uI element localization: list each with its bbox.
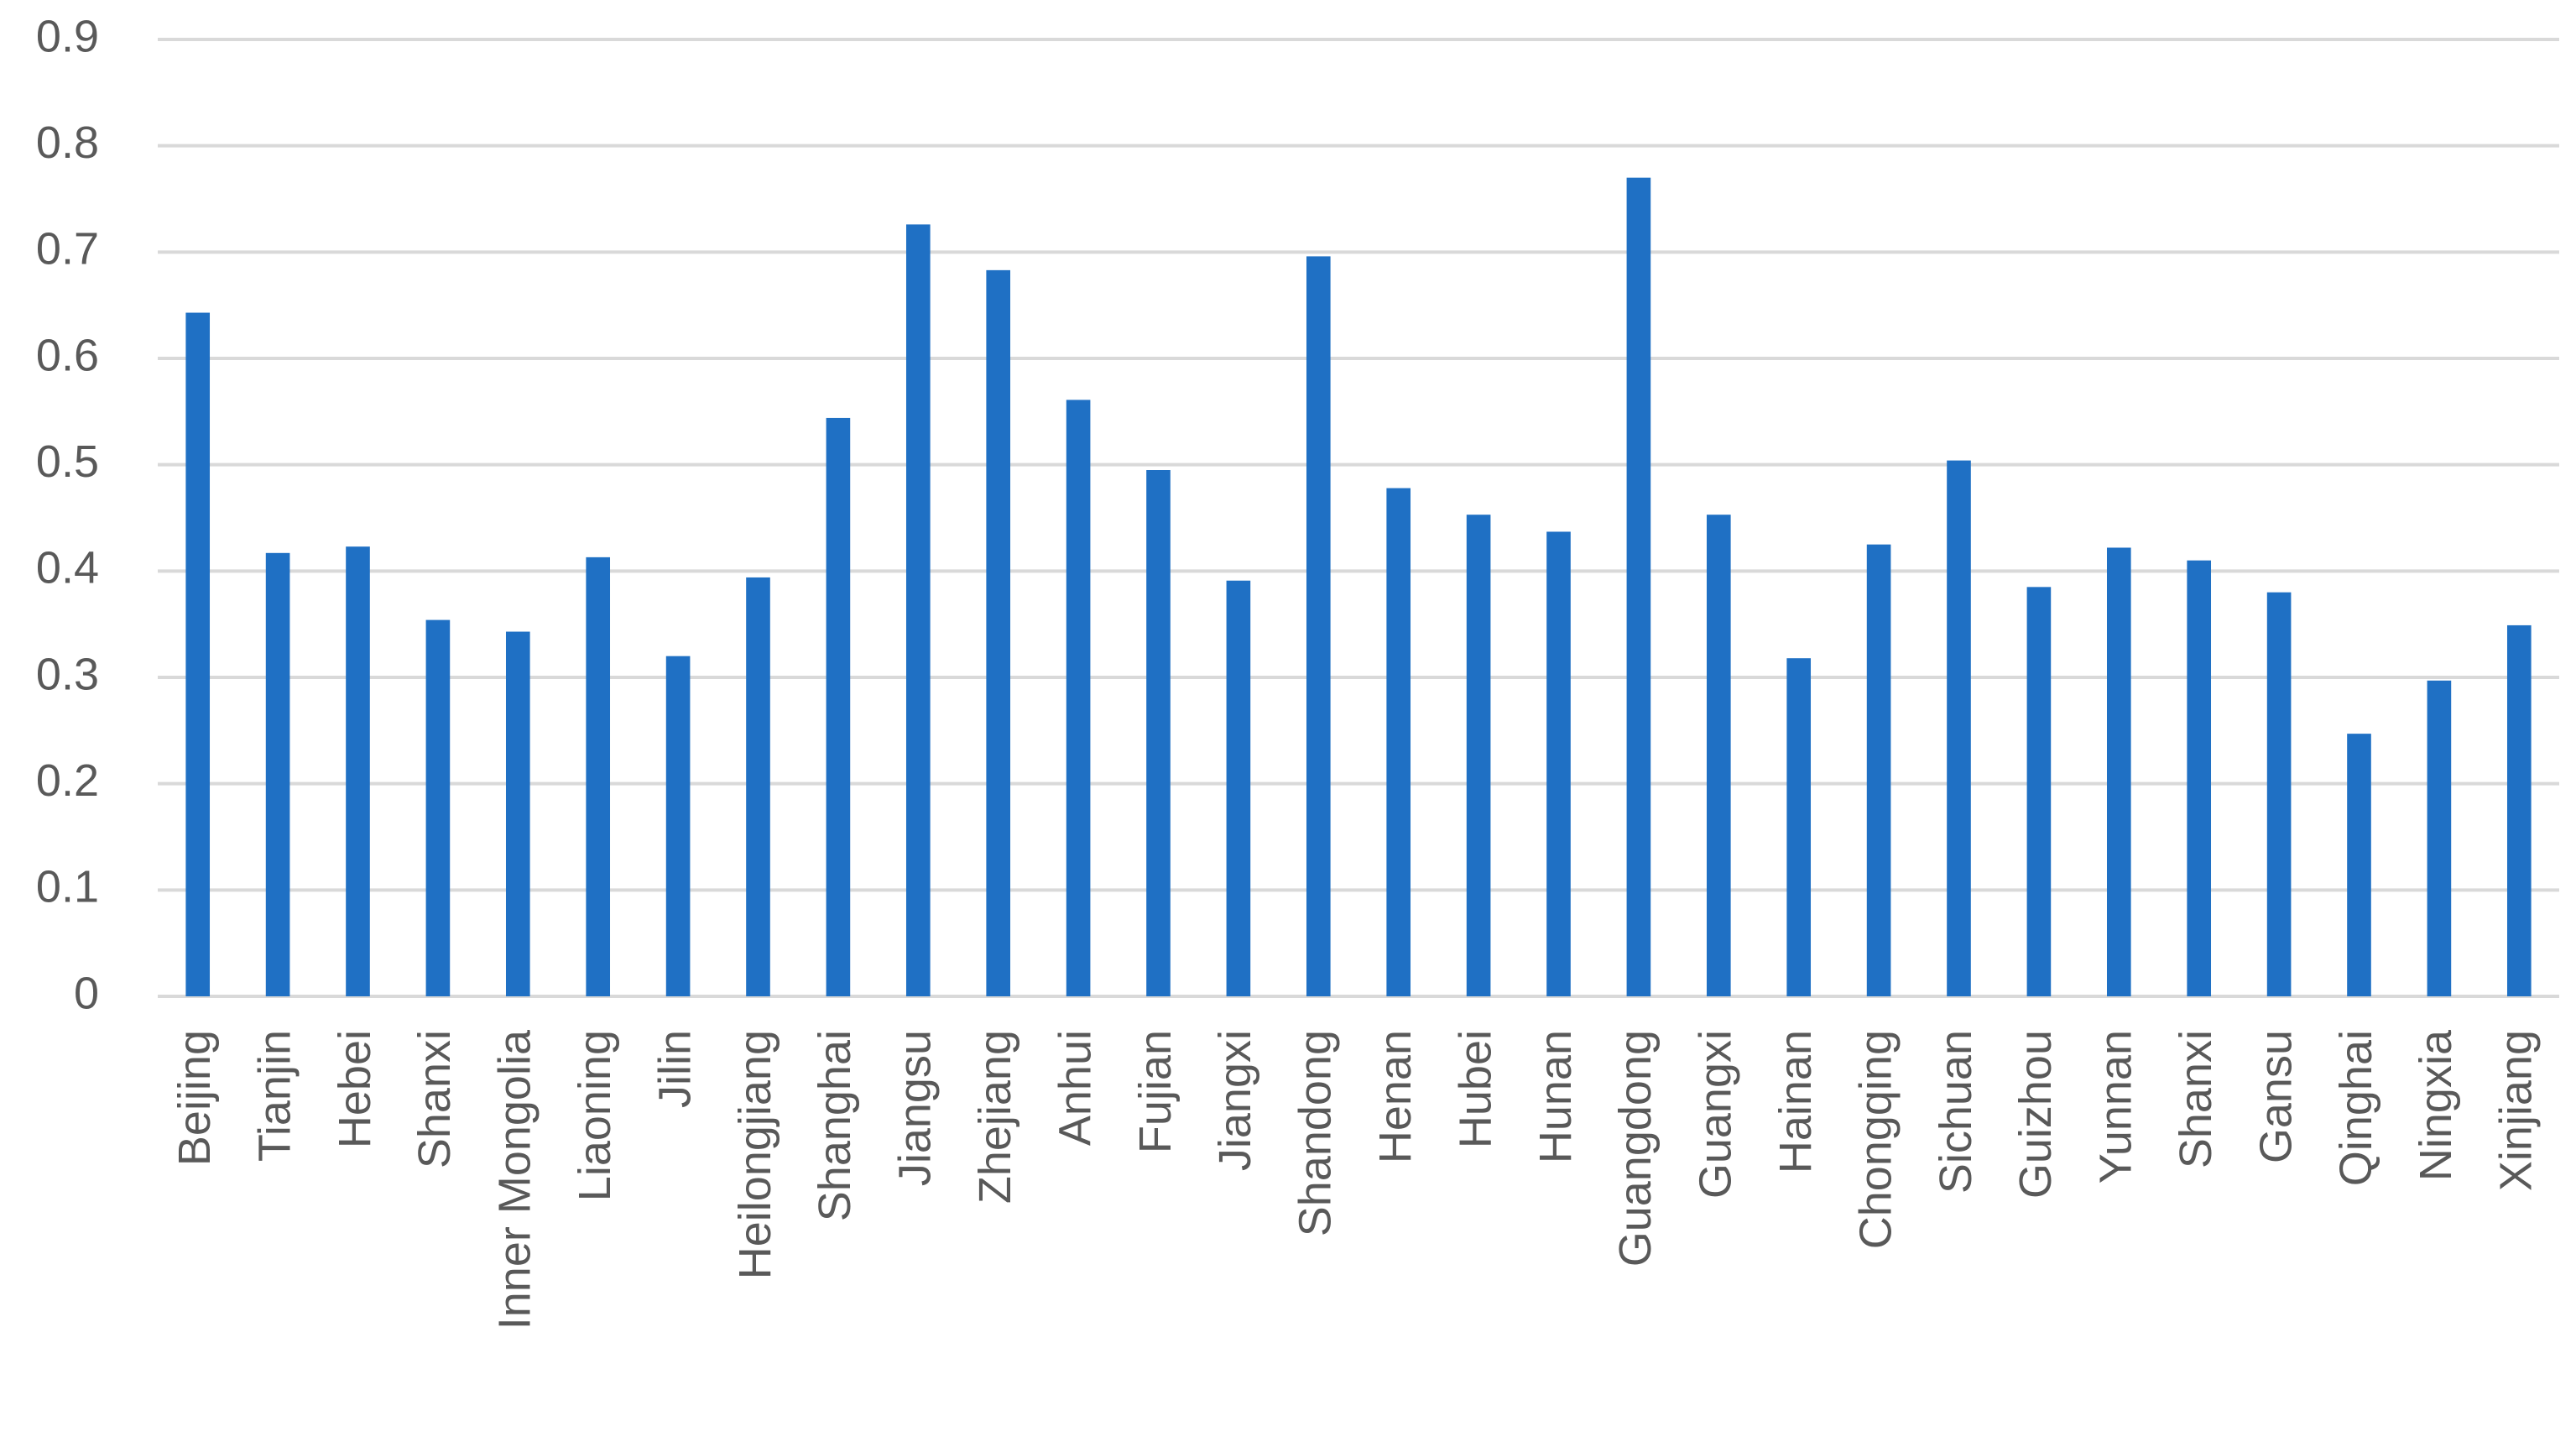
bar	[2266, 592, 2292, 996]
x-tick-label: Heilongjiang	[730, 1030, 780, 1279]
x-tick-label: Gansu	[2250, 1030, 2301, 1163]
x-tick-label: Yunnan	[2091, 1030, 2141, 1184]
x-tick-label: Beijing	[169, 1030, 220, 1166]
bar	[1706, 515, 1731, 996]
x-tick-label: Shandong	[1291, 1030, 1341, 1236]
x-tick-label: Jiangxi	[1210, 1030, 1260, 1171]
y-tick-label: 0.3	[36, 649, 99, 699]
x-tick-label: Hebei	[330, 1030, 380, 1148]
bar	[1546, 531, 1571, 996]
x-tick-label: Zhejiang	[970, 1030, 1020, 1204]
x-tick-label: Hubei	[1450, 1030, 1500, 1148]
bar	[1866, 544, 1891, 996]
bar	[425, 619, 451, 996]
bar	[1226, 580, 1251, 996]
x-tick-label: Sichuan	[1931, 1030, 1981, 1194]
bar	[1466, 515, 1491, 996]
bar	[1626, 177, 1651, 996]
bar	[826, 417, 851, 996]
y-tick-label: 0.2	[36, 755, 99, 806]
bar	[1386, 488, 1411, 996]
y-tick-label: 0	[74, 968, 99, 1018]
bar	[1786, 658, 1812, 996]
bar	[2187, 560, 2212, 996]
bar	[1146, 470, 1171, 996]
bar	[2347, 734, 2371, 996]
y-tick-label: 0.9	[36, 11, 99, 61]
y-tick-label: 0.6	[36, 330, 99, 380]
x-tick-label: Guangxi	[1691, 1030, 1741, 1199]
x-tick-label: Jiangsu	[890, 1030, 941, 1186]
x-tick-label: Jilin	[649, 1030, 700, 1108]
y-tick-label: 0.1	[36, 862, 99, 912]
x-tick-label: Fujian	[1130, 1030, 1181, 1153]
y-tick-label: 0.5	[36, 436, 99, 487]
bar	[2026, 587, 2052, 996]
bar	[586, 557, 611, 996]
bar	[2427, 680, 2452, 996]
x-tick-label: Anhui	[1050, 1030, 1100, 1146]
x-tick-label: Ningxia	[2411, 1029, 2461, 1181]
x-tick-label: Inner Mongolia	[490, 1029, 540, 1330]
x-tick-label: Guizhou	[2010, 1030, 2061, 1199]
x-tick-label: Hunan	[1530, 1030, 1581, 1163]
x-tick-label: Xinjiang	[2491, 1030, 2542, 1191]
bar	[1066, 400, 1091, 996]
bar	[1947, 460, 1971, 996]
x-tick-label: Shanxi	[409, 1030, 460, 1168]
y-tick-label: 0.8	[36, 118, 99, 168]
bar	[746, 577, 770, 996]
y-tick-label: 0.7	[36, 224, 99, 274]
x-tick-label: Tianjin	[249, 1030, 300, 1162]
bar	[505, 631, 530, 996]
x-tick-label: Shanxi	[2171, 1030, 2221, 1168]
x-tick-label: Liaoning	[570, 1030, 620, 1201]
y-tick-label: 0.4	[36, 543, 99, 593]
bar	[185, 312, 211, 996]
x-tick-label: Chongqing	[1850, 1030, 1901, 1249]
x-tick-label: Qinghai	[2331, 1030, 2381, 1186]
bar	[2506, 624, 2532, 996]
bar	[986, 269, 1011, 996]
bar	[1306, 256, 1331, 996]
x-tick-label: Shanghai	[810, 1030, 860, 1221]
bar	[265, 552, 290, 996]
bar	[346, 546, 370, 996]
bar	[2106, 547, 2131, 996]
bar	[665, 656, 691, 996]
x-tick-label: Guangdong	[1610, 1030, 1661, 1267]
x-tick-label: Hainan	[1770, 1030, 1821, 1173]
bar	[905, 224, 931, 996]
x-tick-label: Henan	[1370, 1030, 1421, 1163]
